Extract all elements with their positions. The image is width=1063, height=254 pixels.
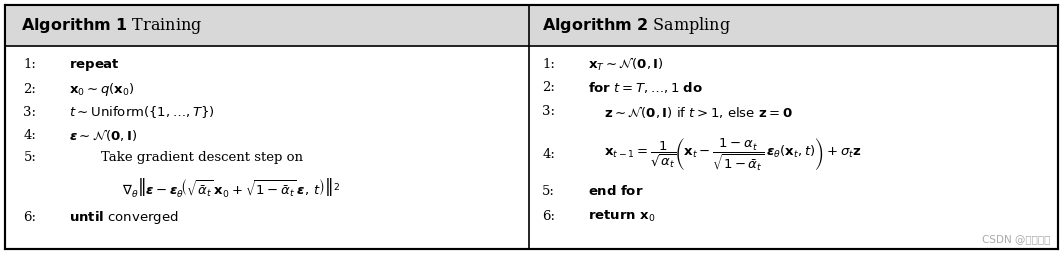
Text: 6:: 6: xyxy=(542,210,555,223)
Text: 1:: 1: xyxy=(542,58,555,71)
Bar xyxy=(529,5,1058,46)
Text: $\mathbf{x}_0 \sim q(\mathbf{x}_0)$: $\mathbf{x}_0 \sim q(\mathbf{x}_0)$ xyxy=(69,81,135,98)
Text: $\mathbf{repeat}$: $\mathbf{repeat}$ xyxy=(69,57,120,73)
Text: $\mathbf{Algorithm\ 1}$ Training: $\mathbf{Algorithm\ 1}$ Training xyxy=(21,16,203,36)
Bar xyxy=(5,5,529,46)
Text: $\mathbf{return}\ \mathbf{x}_0$: $\mathbf{return}\ \mathbf{x}_0$ xyxy=(588,209,655,224)
Text: $\mathbf{x}_{t-1} = \dfrac{1}{\sqrt{\alpha_t}}\!\left(\mathbf{x}_t - \dfrac{1-\a: $\mathbf{x}_{t-1} = \dfrac{1}{\sqrt{\alp… xyxy=(604,137,862,173)
Text: 1:: 1: xyxy=(23,58,36,71)
Text: 2:: 2: xyxy=(542,81,555,94)
Text: 3:: 3: xyxy=(542,105,555,118)
Text: $\mathbf{z} \sim \mathcal{N}(\mathbf{0}, \mathbf{I})$ if $t > 1$, else $\mathbf{: $\mathbf{z} \sim \mathcal{N}(\mathbf{0},… xyxy=(604,104,793,120)
Text: $\nabla_\theta \left\|\boldsymbol{\epsilon} - \boldsymbol{\epsilon}_\theta\!\lef: $\nabla_\theta \left\|\boldsymbol{\epsil… xyxy=(122,178,340,199)
Text: 3:: 3: xyxy=(23,106,36,119)
Text: $\boldsymbol{\epsilon} \sim \mathcal{N}(\mathbf{0}, \mathbf{I})$: $\boldsymbol{\epsilon} \sim \mathcal{N}(… xyxy=(69,127,137,143)
Text: 4:: 4: xyxy=(542,148,555,162)
Text: $\mathbf{end\ for}$: $\mathbf{end\ for}$ xyxy=(588,184,643,198)
Text: 6:: 6: xyxy=(23,211,36,224)
Text: CSDN @弹刀韭菜: CSDN @弹刀韭菜 xyxy=(982,234,1050,244)
Text: $t \sim \mathrm{Uniform}(\{1,\ldots,T\})$: $t \sim \mathrm{Uniform}(\{1,\ldots,T\})… xyxy=(69,104,215,120)
Text: $\mathbf{x}_T \sim \mathcal{N}(\mathbf{0}, \mathbf{I})$: $\mathbf{x}_T \sim \mathcal{N}(\mathbf{0… xyxy=(588,56,663,73)
Text: 4:: 4: xyxy=(23,129,36,142)
Text: 5:: 5: xyxy=(23,151,36,165)
Text: $\mathbf{Algorithm\ 2}$ Sampling: $\mathbf{Algorithm\ 2}$ Sampling xyxy=(542,15,731,36)
Text: Take gradient descent step on: Take gradient descent step on xyxy=(101,151,303,165)
Text: $\mathbf{for}\ t = T,\ldots,1\ \mathbf{do}$: $\mathbf{for}\ t = T,\ldots,1\ \mathbf{d… xyxy=(588,80,703,95)
Text: 5:: 5: xyxy=(542,184,555,198)
Text: 2:: 2: xyxy=(23,83,36,96)
Text: $\mathbf{until}$ converged: $\mathbf{until}$ converged xyxy=(69,209,179,226)
